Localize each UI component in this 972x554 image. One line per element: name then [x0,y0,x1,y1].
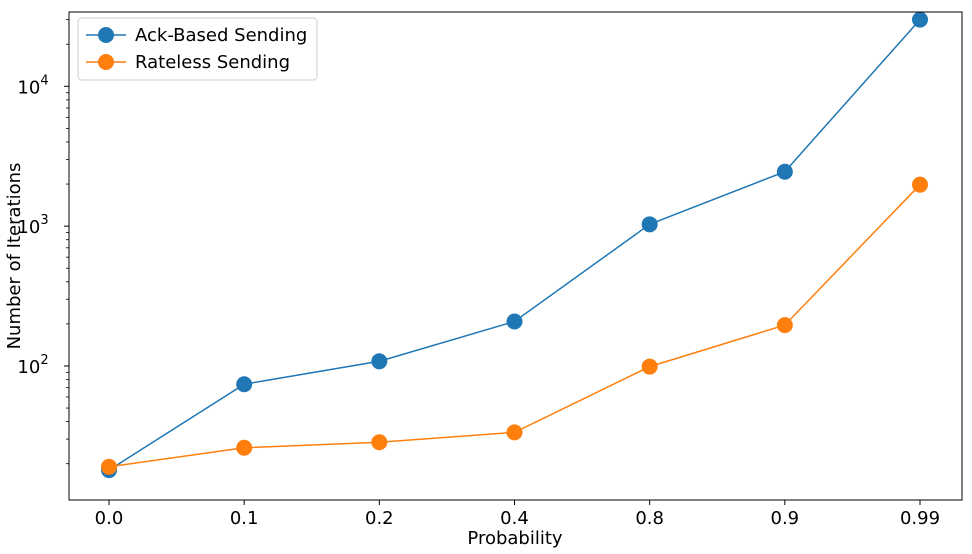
x-tick-label: 0.2 [365,508,394,529]
y-axis-label: Number of Iterations [4,163,25,350]
x-tick-label: 0.99 [900,508,940,529]
legend-label: Ack-Based Sending [135,25,307,46]
data-point [506,313,523,330]
data-point [236,376,253,393]
legend-box [77,17,318,81]
legend: Ack-Based Sending Rateless Sending [77,17,318,81]
axis-ticks: 0.0 0.1 0.2 0.4 0.8 0.9 0.99 102 103 104 [17,19,940,529]
data-point [371,353,388,370]
data-point [641,358,658,375]
data-point [641,216,658,233]
data-point [101,458,117,475]
series-lines [108,19,921,471]
x-tick-label: 0.9 [771,508,800,529]
x-tick-label: 0.8 [635,508,664,529]
series-line [108,19,921,471]
x-tick-label: 0.0 [95,508,124,529]
legend-marker [98,54,114,70]
x-tick-label: 0.4 [500,508,529,529]
data-point [912,176,928,193]
x-axis-label: Probability [467,528,562,549]
data-point [776,163,793,180]
x-tick-label: 0.1 [230,508,259,529]
data-point [912,11,928,28]
data-point [236,439,253,456]
legend-marker [98,27,114,43]
data-point [506,424,523,441]
y-tick-label: 102 [17,353,48,378]
legend-label: Rateless Sending [135,52,290,73]
plot-area-frame [68,11,963,501]
y-tick-label: 103 [17,213,48,238]
data-point [776,317,793,334]
series-markers [101,11,928,479]
y-tick-label: 104 [17,73,48,98]
data-point [371,434,388,451]
